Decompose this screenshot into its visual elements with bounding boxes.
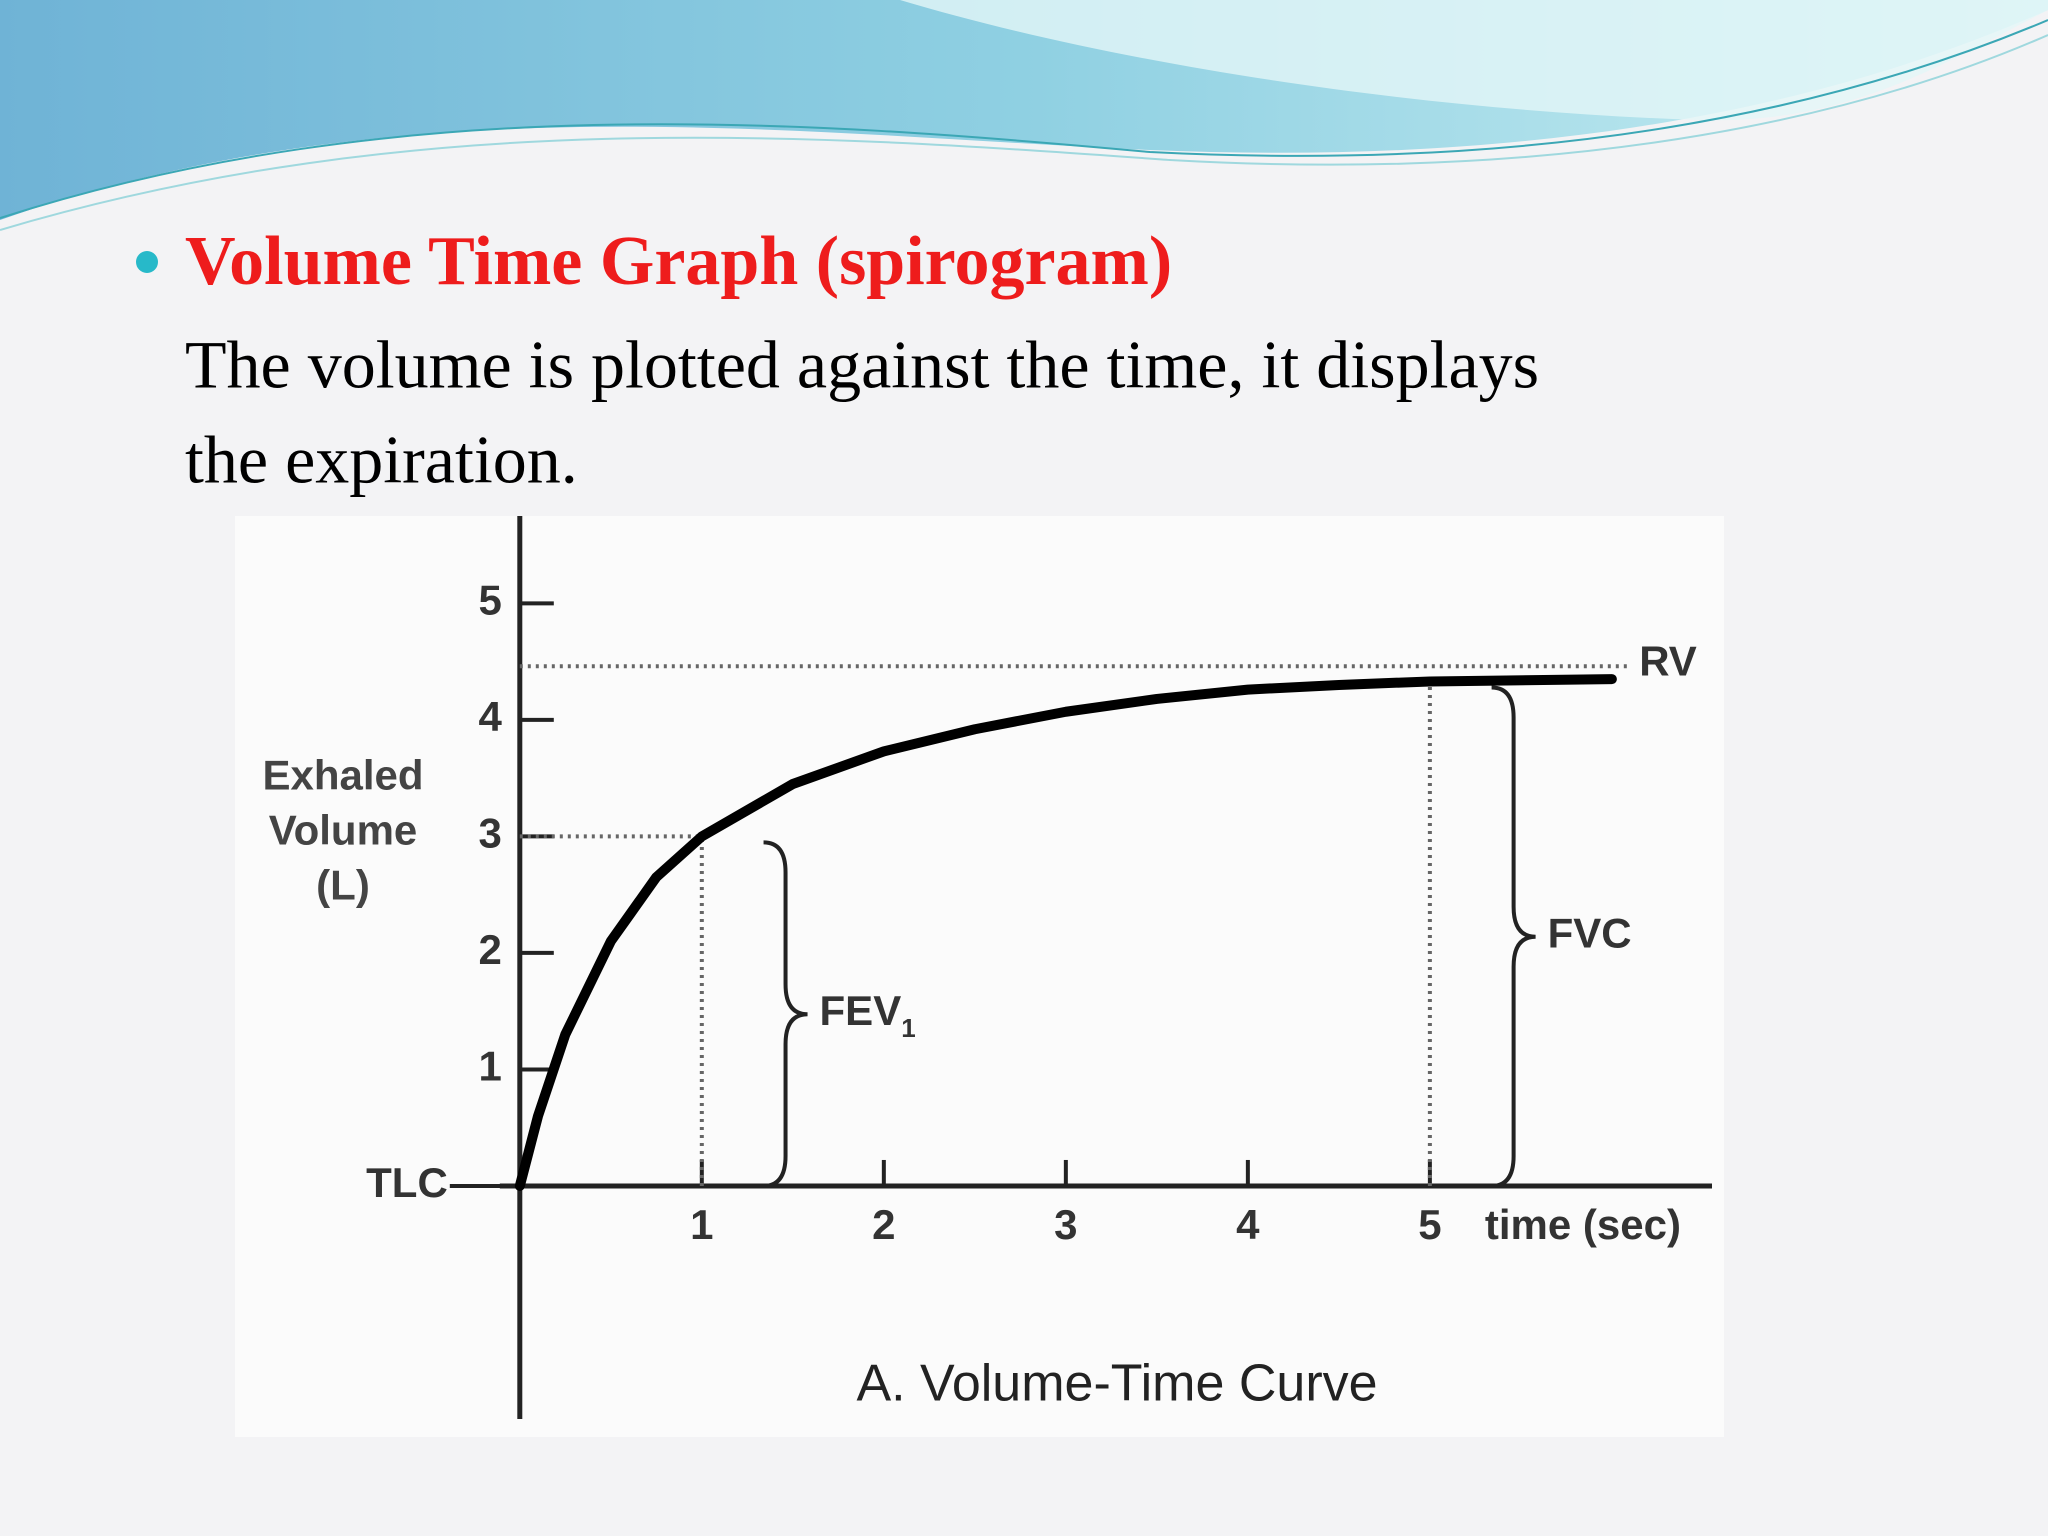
- y-axis-label: (L): [316, 861, 370, 908]
- annotation-subscript: 1: [901, 1013, 915, 1043]
- x-tick-label: 5: [1418, 1201, 1441, 1248]
- y-tick-label: TLC: [366, 1159, 448, 1206]
- x-axis-label: time (sec): [1485, 1201, 1681, 1248]
- x-tick-label: 1: [690, 1201, 713, 1248]
- y-axis-label: Exhaled: [262, 751, 423, 798]
- slide-body: The volume is plotted against the time, …: [185, 327, 1539, 403]
- y-tick-label: 5: [478, 576, 501, 623]
- y-tick-label: 1: [478, 1043, 501, 1090]
- x-tick-label: 4: [1236, 1201, 1260, 1248]
- slide-heading: Volume Time Graph (spirogram): [185, 223, 1172, 300]
- header-decoration: [0, 0, 2048, 231]
- annotation-label: FVC: [1548, 910, 1632, 957]
- chart-title: A. Volume-Time Curve: [856, 1355, 1377, 1413]
- slide-body: the expiration.: [185, 422, 578, 498]
- chart-panel: [235, 516, 1724, 1437]
- x-tick-label: 3: [1054, 1201, 1077, 1248]
- y-tick-label: 2: [478, 926, 501, 973]
- annotation-text: FEV: [820, 987, 902, 1034]
- chart: TLC 1 2 3 4 5 1 2 3 4 5 time (sec) Exhaled Volume (L) A…: [262, 516, 1712, 1419]
- annotation-text: FVC: [1548, 910, 1632, 957]
- reference-label: RV: [1639, 637, 1697, 684]
- brace: [1491, 685, 1536, 1188]
- bullet: [136, 251, 158, 273]
- y-tick-label: 4: [478, 693, 502, 740]
- annotation-label: FEV1: [820, 987, 916, 1043]
- y-tick-label: 3: [478, 810, 501, 857]
- y-axis-label: Volume: [269, 806, 418, 853]
- x-tick-label: 2: [872, 1201, 895, 1248]
- volume-curve: [514, 674, 1617, 1191]
